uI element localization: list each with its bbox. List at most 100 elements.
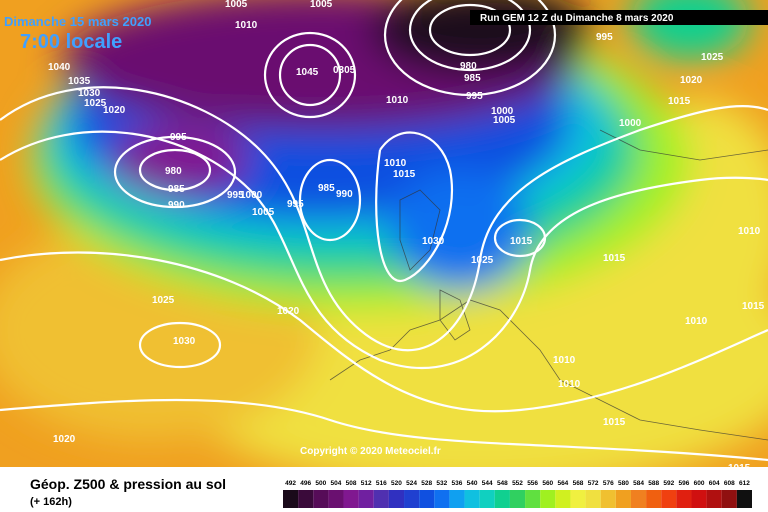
isobar-label: 1015 <box>668 96 691 107</box>
scale-label: 528 <box>421 480 432 487</box>
forecast-time: 7:00 locale <box>20 31 122 53</box>
scale-label: 576 <box>603 480 614 487</box>
isobar-label: 1015 <box>603 253 626 264</box>
scale-swatch <box>479 490 495 508</box>
scale-label: 516 <box>376 480 387 487</box>
coastline <box>599 129 768 161</box>
isobar-label: 1015 <box>742 301 765 312</box>
scale-label: 520 <box>391 480 402 487</box>
scale-swatch <box>585 490 601 508</box>
color-scale: 492 496 500 504 508 512 516 520 524 528 532 536 540 5… <box>283 480 752 508</box>
scale-label: 532 <box>436 480 447 487</box>
scale-swatch <box>600 490 616 508</box>
scale-swatch <box>283 490 299 508</box>
scale-label: 588 <box>648 480 659 487</box>
isobar-label: 1000 <box>240 190 263 201</box>
forecast-date: Dimanche 15 mars 2020 <box>4 14 151 29</box>
isobar-label: 990 <box>168 200 185 211</box>
isobar <box>408 0 532 72</box>
scale-label: 540 <box>467 480 478 487</box>
scale-swatch <box>646 490 662 508</box>
isobar <box>0 251 768 413</box>
scale-swatch <box>434 490 450 508</box>
scale-swatch <box>630 490 647 508</box>
isobar-label: 995 <box>287 199 304 210</box>
scale-swatch <box>721 490 737 508</box>
isobar-label: 1045 <box>296 67 319 78</box>
scale-swatch <box>540 490 556 508</box>
coastline <box>399 189 441 271</box>
scale-label: 612 <box>739 480 750 487</box>
scale-swatch <box>373 490 389 508</box>
isobar-label: 995 <box>170 132 187 143</box>
scale-label: 556 <box>527 480 538 487</box>
scale-swatch <box>449 490 465 508</box>
scale-label: 504 <box>331 480 342 487</box>
scale-swatch <box>661 490 677 508</box>
scale-swatch <box>388 490 405 508</box>
isobar-labels: 1040103510301025102099598098599099510001… <box>48 0 765 467</box>
isobar-label: 1010 <box>558 379 581 390</box>
isobar <box>113 135 237 209</box>
scale-label: 560 <box>542 480 553 487</box>
isobar-label: 1010 <box>384 158 407 169</box>
isobar <box>0 86 768 352</box>
isobar <box>375 131 453 283</box>
scale-swatch <box>328 490 344 508</box>
isobar-label: 1025 <box>152 295 175 306</box>
isobar <box>0 130 768 370</box>
scale-label: 596 <box>678 480 689 487</box>
isobars <box>0 0 768 462</box>
scale-swatch <box>676 490 692 508</box>
isobar-label: 1040 <box>48 62 71 73</box>
footer-title: Géop. Z500 & pression au sol <box>30 476 226 492</box>
isobar-label: 1000 <box>491 106 514 117</box>
scale-label: 584 <box>633 480 644 487</box>
scale-swatch <box>525 490 541 508</box>
scale-swatch <box>555 490 571 508</box>
scale-swatch <box>706 490 722 508</box>
isobar-label: 995 <box>227 190 244 201</box>
isobar <box>263 31 357 119</box>
isobar-label: 1020 <box>277 306 300 317</box>
scale-label: 552 <box>512 480 523 487</box>
scale-swatch <box>298 490 314 508</box>
scale-swatch <box>736 490 752 508</box>
isobar-label: 1010 <box>386 95 409 106</box>
coastline <box>439 289 471 341</box>
scale-swatch <box>313 490 329 508</box>
isobar <box>0 398 768 462</box>
field-blue-trough <box>390 170 530 290</box>
geopotential-field: 1040103510301025102099598098599099510001… <box>0 0 768 467</box>
isobar-label: 1010 <box>738 226 761 237</box>
scale-label: 512 <box>361 480 372 487</box>
scale-swatch <box>615 490 631 508</box>
scale-label: 500 <box>315 480 326 487</box>
scale-swatch <box>509 490 526 508</box>
isobar-label: 1005 <box>225 0 248 10</box>
scale-swatch <box>691 490 707 508</box>
isobar-label: 1030 <box>78 88 101 99</box>
isobar-label: 985 <box>168 184 185 195</box>
isobar-label: 1030 <box>173 336 196 347</box>
isobar-label: 995 <box>466 91 483 102</box>
isobar-label: 1010 <box>235 20 258 31</box>
scale-label: 508 <box>346 480 357 487</box>
scale-label: 580 <box>618 480 629 487</box>
scale-label: 572 <box>588 480 599 487</box>
scale-swatch <box>570 490 586 508</box>
isobar-label: 1015 <box>510 236 533 247</box>
footer-lead: (+ 162h) <box>30 496 72 508</box>
scale-label: 492 <box>285 480 296 487</box>
isobar-label: 980 <box>165 166 182 177</box>
isobar <box>278 43 342 107</box>
scale-label: 564 <box>557 480 568 487</box>
isobar <box>383 0 557 97</box>
isobar-label: 1005 <box>493 115 516 126</box>
isobar-label: 1025 <box>701 52 724 63</box>
isobar-label: 980 <box>460 61 477 72</box>
scale-label: 568 <box>573 480 584 487</box>
isobar-label: 985 <box>464 73 481 84</box>
scale-swatch <box>419 490 435 508</box>
scale-label: 604 <box>709 480 720 487</box>
